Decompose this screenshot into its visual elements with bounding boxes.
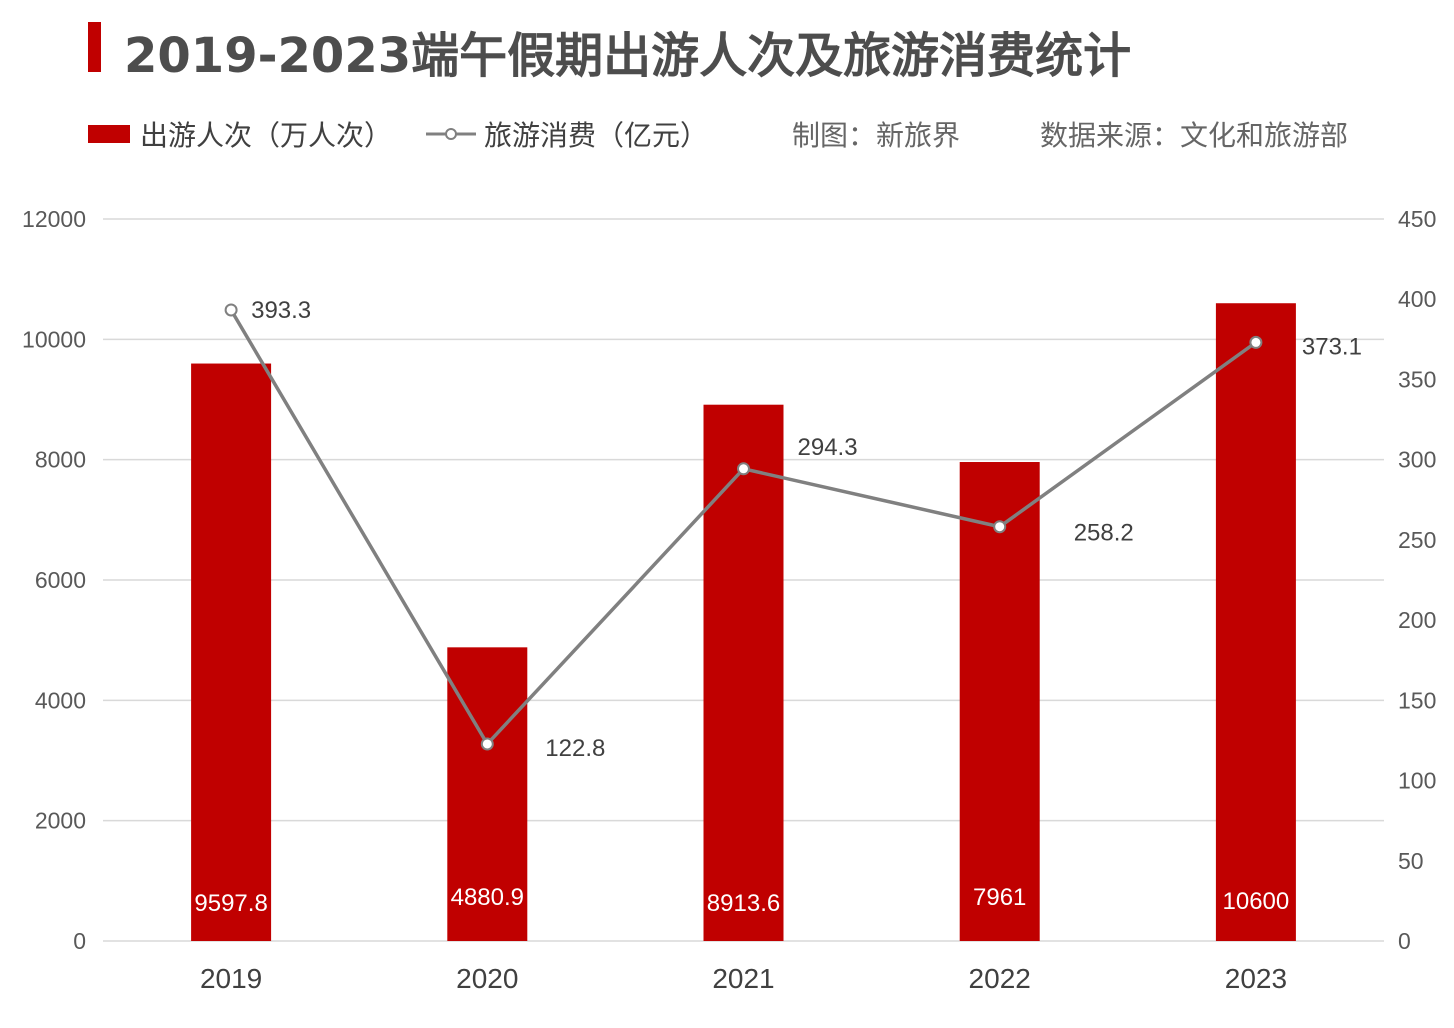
x-category-label: 2021 bbox=[712, 963, 774, 994]
legend-label-spending: 旅游消费（亿元） bbox=[484, 119, 709, 152]
bar bbox=[191, 363, 272, 942]
y-left-tick-label: 6000 bbox=[35, 567, 86, 593]
line-point bbox=[224, 303, 238, 317]
legend-bar-swatch bbox=[88, 125, 130, 143]
y-left-tick-label: 4000 bbox=[35, 687, 86, 713]
y-right-tick-label: 50 bbox=[1398, 848, 1424, 874]
y-left-tick-label: 2000 bbox=[35, 808, 86, 834]
bar-value-label: 8913.6 bbox=[707, 890, 780, 917]
x-category-label: 2019 bbox=[200, 963, 262, 994]
source-text: 数据来源：文化和旅游部 bbox=[1040, 119, 1349, 152]
y-right-tick-label: 450 bbox=[1398, 206, 1436, 232]
title-accent-bar bbox=[88, 22, 101, 72]
bar-value-label: 4880.9 bbox=[451, 884, 524, 911]
x-category-label: 2020 bbox=[456, 963, 518, 994]
y-right-tick-label: 0 bbox=[1398, 928, 1411, 954]
y-right-tick-label: 350 bbox=[1398, 366, 1436, 392]
credit-text: 制图：新旅界 bbox=[792, 119, 961, 152]
y-right-tick-label: 400 bbox=[1398, 286, 1436, 312]
x-category-label: 2022 bbox=[969, 963, 1031, 994]
line-value-label: 393.3 bbox=[251, 297, 311, 324]
bar-value-label: 7961 bbox=[973, 884, 1026, 911]
bar bbox=[959, 462, 1040, 941]
bar-value-label: 10600 bbox=[1223, 888, 1290, 915]
line-point bbox=[737, 462, 750, 476]
chart-title: 2019-2023端午假期出游人次及旅游消费统计 bbox=[124, 28, 1132, 84]
legend-line-swatch bbox=[426, 128, 476, 140]
y-right-tick-label: 200 bbox=[1398, 607, 1436, 633]
y-right-tick-label: 250 bbox=[1398, 527, 1436, 553]
y-left-tick-label: 12000 bbox=[22, 206, 86, 232]
y-left-tick-label: 8000 bbox=[35, 447, 86, 473]
line-point bbox=[480, 737, 494, 751]
legend-item-spending: 旅游消费（亿元） bbox=[426, 112, 708, 156]
y-right-tick-label: 300 bbox=[1398, 447, 1436, 473]
y-right-tick-label: 150 bbox=[1398, 687, 1436, 713]
y-right-tick-label: 100 bbox=[1398, 768, 1436, 794]
bar-value-label: 9597.8 bbox=[194, 890, 267, 917]
line-point bbox=[1249, 335, 1263, 349]
y-left-tick-label: 0 bbox=[73, 928, 86, 954]
line-value-label: 294.3 bbox=[798, 434, 858, 461]
bar bbox=[703, 404, 784, 942]
legend: 出游人次（万人次） 旅游消费（亿元） 制图：新旅界 数据来源：文化和旅游部 bbox=[0, 112, 1454, 156]
line-point bbox=[993, 520, 1007, 534]
line-value-label: 122.8 bbox=[545, 735, 605, 762]
credit: 制图：新旅界 bbox=[792, 112, 960, 156]
line-value-label: 258.2 bbox=[1074, 520, 1134, 547]
bar bbox=[1215, 303, 1296, 941]
legend-item-visits: 出游人次（万人次） bbox=[88, 112, 392, 156]
y-left-tick-label: 10000 bbox=[22, 326, 86, 352]
data-source: 数据来源：文化和旅游部 bbox=[1040, 112, 1348, 156]
line-value-label: 373.1 bbox=[1302, 333, 1362, 360]
legend-label-visits: 出游人次（万人次） bbox=[140, 119, 393, 152]
x-category-label: 2023 bbox=[1225, 963, 1287, 994]
